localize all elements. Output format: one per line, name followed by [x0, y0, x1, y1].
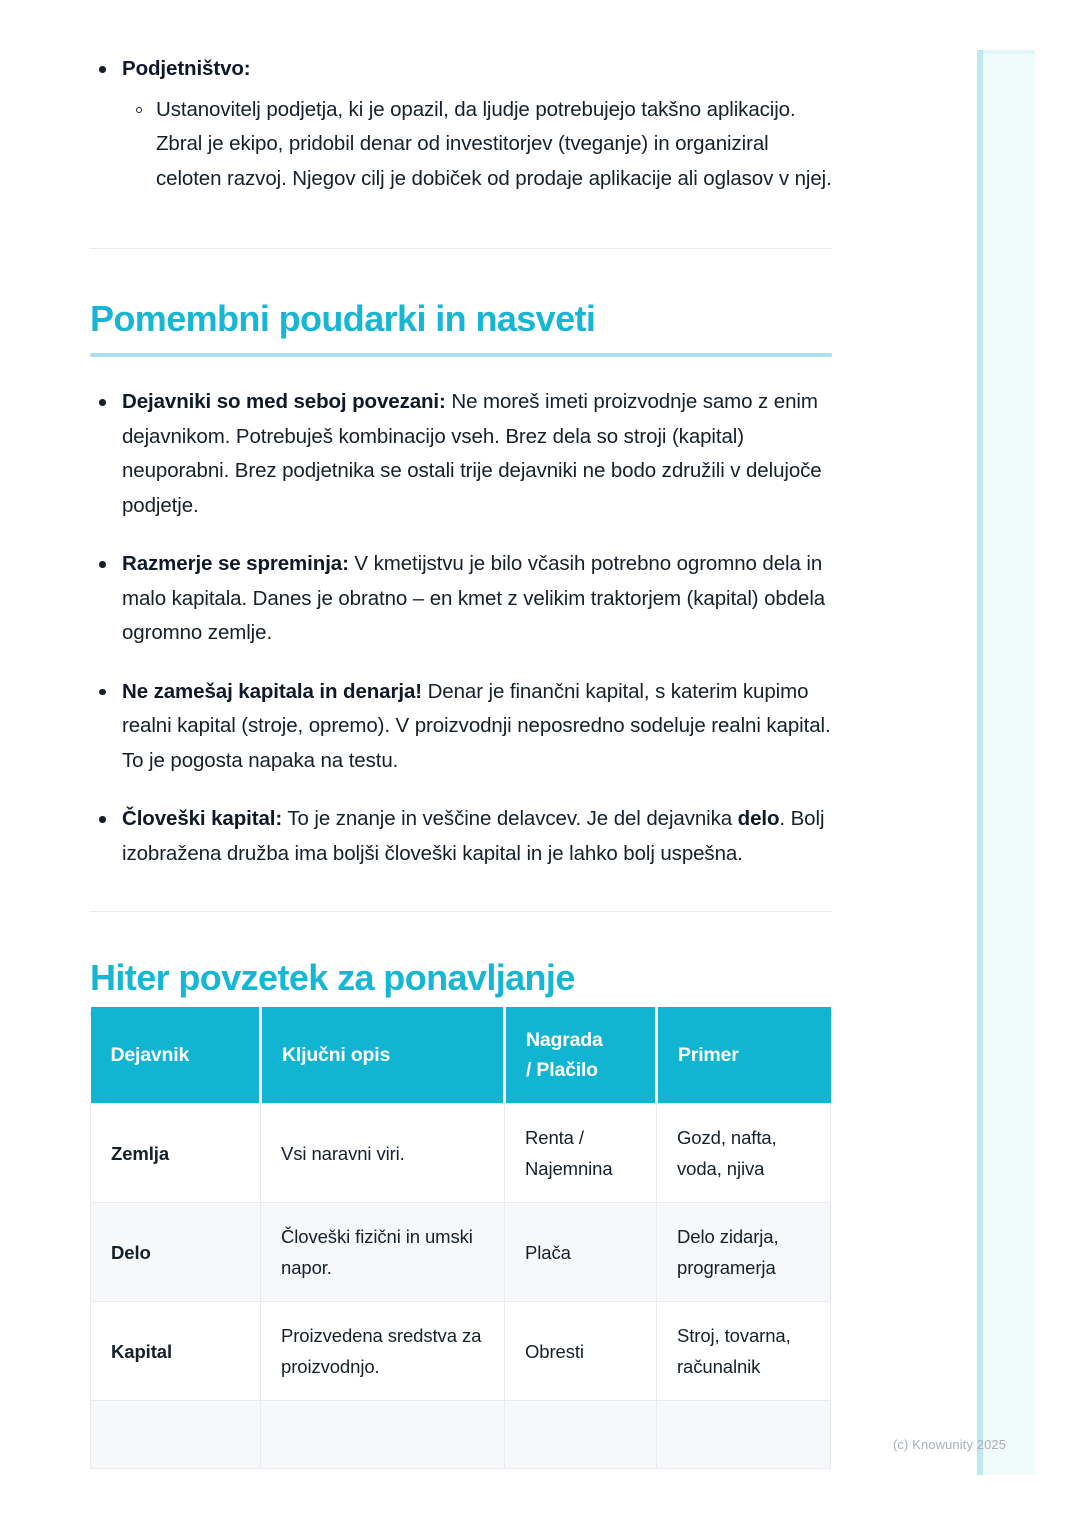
section-heading-tips: Pomembni poudarki in nasveti [90, 298, 596, 339]
cell-nagrada: Renta / Najemnina [504, 1103, 657, 1203]
cell-nagrada: Obresti [504, 1301, 657, 1401]
cell-primer [656, 1400, 831, 1469]
cell-nagrada [504, 1400, 657, 1469]
table-header-row: Dejavnik Ključni opis Nagrada / Plačilo … [90, 1007, 831, 1104]
right-decorative-band [977, 50, 1035, 1475]
header-nagrada-line2: / Plačilo [526, 1059, 598, 1081]
list-item: Dejavniki so med seboj povezani: Ne more… [90, 385, 832, 523]
bullet-lead: Človeški kapital: [122, 807, 283, 830]
header-nagrada-line1: Nagrada [526, 1029, 603, 1051]
table-header-nagrada: Nagrada / Plačilo [504, 1007, 658, 1104]
bullet-lead: Ne zamešaj kapitala in denarja! [122, 679, 422, 703]
bullet-body-part1: To je znanje in veščine delavcev. Je del… [282, 807, 738, 830]
list-item: Podjetništvo: Ustanovitelj podjetja, ki … [90, 52, 832, 196]
table-header-dejavnik: Dejavnik [90, 1007, 262, 1104]
cell-dejavnik [90, 1400, 261, 1469]
bullet-lead: Podjetništvo: [122, 57, 251, 80]
table-row-partial [90, 1400, 831, 1469]
section-divider [90, 911, 832, 912]
watermark: (c) Knowunity 2025 [893, 1437, 1007, 1452]
top-bullet-list: Podjetništvo: Ustanovitelj podjetja, ki … [90, 52, 832, 196]
cell-primer: Delo zidarja, programerja [656, 1202, 831, 1302]
section-heading-summary: Hiter povzetek za ponavljanje [90, 957, 575, 998]
cell-opis: Proizvedena sredstva za proizvodnjo. [260, 1301, 505, 1401]
sub-bullet-list: Ustanovitelj podjetja, ki je opazil, da … [122, 93, 832, 197]
bullet-body: Denar je finančni kapital, s katerim kup… [122, 679, 831, 772]
bullet-inline-bold: delo [737, 807, 780, 830]
tips-bullet-list: Dejavniki so med seboj povezani: Ne more… [90, 385, 832, 871]
cell-dejavnik: Kapital [90, 1301, 261, 1401]
cell-opis [260, 1400, 505, 1469]
list-item: Ustanovitelj podjetja, ki je opazil, da … [122, 93, 832, 197]
table-header-opis: Ključni opis [260, 1007, 506, 1104]
page-bottom-fade [0, 1484, 1080, 1528]
list-item: Človeški kapital: To je znanje in veščin… [90, 802, 832, 871]
cell-opis: Vsi naravni viri. [260, 1103, 505, 1203]
right-band-top-highlight [983, 50, 1035, 54]
table-row: Kapital Proizvedena sredstva za proizvod… [90, 1301, 831, 1401]
cell-primer: Gozd, nafta, voda, njiva [656, 1103, 831, 1203]
bullet-body: Ne moreš imeti proizvodnje samo z enim d… [122, 390, 822, 517]
document-content: Podjetništvo: Ustanovitelj podjetja, ki … [90, 0, 832, 1016]
section-heading-underline [90, 353, 832, 357]
bullet-body-part2: . Bolj izobražena družba ima boljši člov… [122, 807, 825, 865]
bullet-body: V kmetijstvu je bilo včasih potrebno ogr… [122, 552, 826, 644]
cell-dejavnik: Zemlja [90, 1103, 261, 1203]
table-header-primer: Primer [656, 1007, 831, 1104]
table-row: Zemlja Vsi naravni viri. Renta / Najemni… [90, 1103, 831, 1203]
bullet-lead: Razmerje se spreminja: [122, 552, 349, 575]
list-item: Ne zamešaj kapitala in denarja! Denar je… [90, 675, 832, 779]
summary-table: Dejavnik Ključni opis Nagrada / Plačilo … [90, 1007, 831, 1469]
bullet-lead: Dejavniki so med seboj povezani: [122, 390, 446, 413]
list-item: Razmerje se spreminja: V kmetijstvu je b… [90, 547, 832, 651]
right-band-edge [977, 50, 983, 1475]
cell-opis: Človeški fizični in umski napor. [260, 1202, 505, 1302]
cell-nagrada: Plača [504, 1202, 657, 1302]
cell-primer: Stroj, tovarna, računalnik [656, 1301, 831, 1401]
table-row: Delo Človeški fizični in umski napor. Pl… [90, 1202, 831, 1302]
cell-dejavnik: Delo [90, 1202, 261, 1302]
section-divider [90, 248, 832, 249]
summary-table-wrapper: Dejavnik Ključni opis Nagrada / Plačilo … [90, 1007, 832, 1485]
